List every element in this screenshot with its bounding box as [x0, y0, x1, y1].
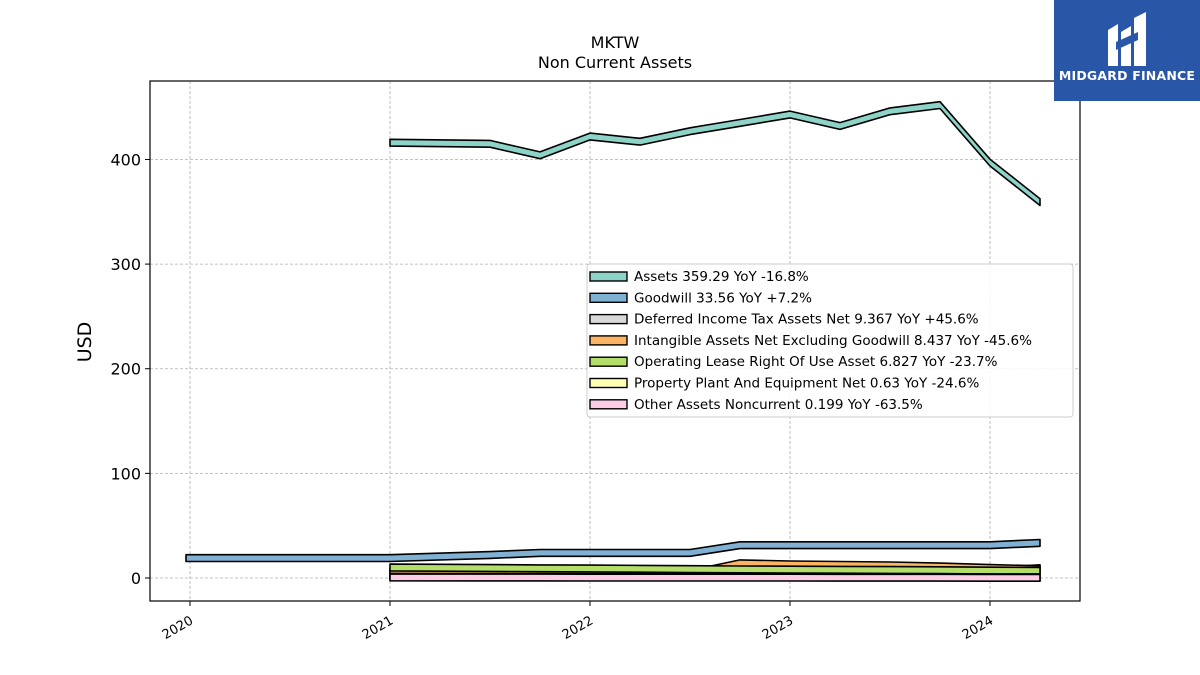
x-tick-label: 2022 — [560, 613, 596, 643]
y-tick-label: 0 — [131, 569, 141, 588]
y-tick-label: 200 — [110, 360, 141, 379]
legend-entry: Assets 359.29 YoY -16.8% — [634, 269, 809, 285]
plot-frame — [149, 80, 1081, 602]
legend-entry: Deferred Income Tax Assets Net 9.367 YoY… — [634, 312, 979, 328]
legend-entry: Intangible Assets Net Excluding Goodwill… — [634, 333, 1032, 349]
legend-entry: Other Assets Noncurrent 0.199 YoY -63.5% — [634, 397, 923, 413]
x-tick-label: 2020 — [160, 613, 196, 643]
legend: Assets 359.29 YoY -16.8% Goodwill 33.56 Y… — [586, 263, 1074, 418]
legend-swatch — [589, 399, 628, 410]
legend-swatch — [589, 356, 628, 367]
x-tick-label: 2024 — [960, 613, 996, 643]
legend-entry: Property Plant And Equipment Net 0.63 Yo… — [634, 376, 979, 392]
y-tick-label: 100 — [110, 464, 141, 483]
y-axis-label: USD — [74, 322, 96, 363]
series-band-goodwill — [185, 538, 1041, 563]
x-tick-label: 2021 — [360, 613, 396, 643]
legend-swatch — [589, 292, 628, 303]
midgard-finance-logo: MIDGARD FINANCE — [1054, 0, 1200, 101]
logo-text: MIDGARD FINANCE — [1058, 68, 1196, 83]
series-band-other-assets-noncurrent — [389, 573, 1041, 582]
legend-entry: Goodwill 33.56 YoY +7.2% — [634, 290, 812, 306]
chart-title: MKTW — [591, 33, 640, 52]
x-tick-label: 2023 — [760, 613, 796, 643]
y-tick-label: 400 — [110, 150, 141, 169]
legend-swatch — [589, 377, 628, 389]
series-band-assets — [389, 100, 1041, 207]
legend-box — [586, 263, 1074, 418]
logo-mark-icon — [1108, 12, 1146, 66]
legend-swatch — [589, 271, 628, 282]
series-layer — [185, 100, 1041, 582]
legend-swatch — [589, 313, 628, 325]
chart-subtitle: Non Current Assets — [538, 53, 692, 72]
legend-entry: Operating Lease Right Of Use Asset 6.827… — [634, 354, 998, 370]
y-tick-label: 300 — [110, 255, 141, 274]
legend-swatch — [589, 335, 628, 346]
